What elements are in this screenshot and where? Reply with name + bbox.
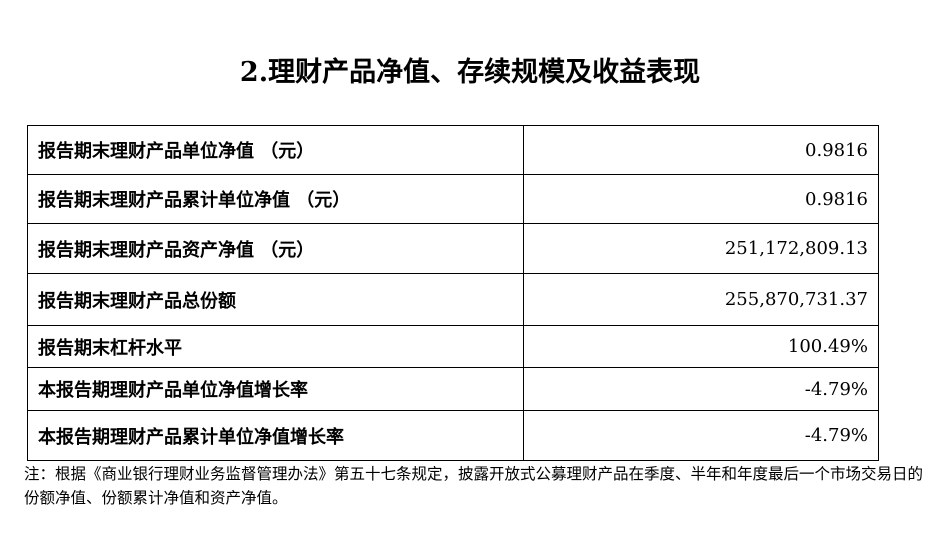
row-label: 报告期末理财产品累计单位净值 （元） (27, 174, 524, 224)
table-row: 本报告期理财产品累计单位净值增长率 -4.79% (27, 410, 879, 461)
table-row: 报告期末理财产品资产净值 （元） 251,172,809.13 (27, 223, 879, 274)
footnote: 注：根据《商业银行理财业务监督管理办法》第五十七条规定，披露开放式公募理财产品在… (24, 465, 924, 507)
row-label: 报告期末理财产品资产净值 （元） (27, 223, 524, 274)
row-value: 100.49% (523, 325, 879, 368)
row-label: 本报告期理财产品累计单位净值增长率 (27, 410, 524, 461)
row-label: 报告期末理财产品单位净值 （元） (27, 125, 524, 175)
row-label: 报告期末理财产品总份额 (27, 273, 524, 326)
net-value-table: 报告期末理财产品单位净值 （元） 0.9816 报告期末理财产品累计单位净值 （元… (27, 125, 879, 461)
table-row: 报告期末理财产品累计单位净值 （元） 0.9816 (27, 174, 879, 224)
section-title: 2.理财产品净值、存续规模及收益表现 (239, 57, 701, 88)
table-row: 报告期末理财产品单位净值 （元） 0.9816 (27, 125, 879, 175)
row-label: 报告期末杠杆水平 (27, 325, 524, 368)
row-value: -4.79% (523, 367, 879, 411)
table-row: 本报告期理财产品单位净值增长率 -4.79% (27, 367, 879, 411)
table-row: 报告期末理财产品总份额 255,870,731.37 (27, 273, 879, 326)
row-value: 251,172,809.13 (523, 223, 879, 274)
row-label: 本报告期理财产品单位净值增长率 (27, 367, 524, 411)
row-value: -4.79% (523, 410, 879, 461)
table-row: 报告期末杠杆水平 100.49% (27, 325, 879, 368)
row-value: 255,870,731.37 (523, 273, 879, 326)
row-value: 0.9816 (523, 125, 879, 175)
row-value: 0.9816 (523, 174, 879, 224)
